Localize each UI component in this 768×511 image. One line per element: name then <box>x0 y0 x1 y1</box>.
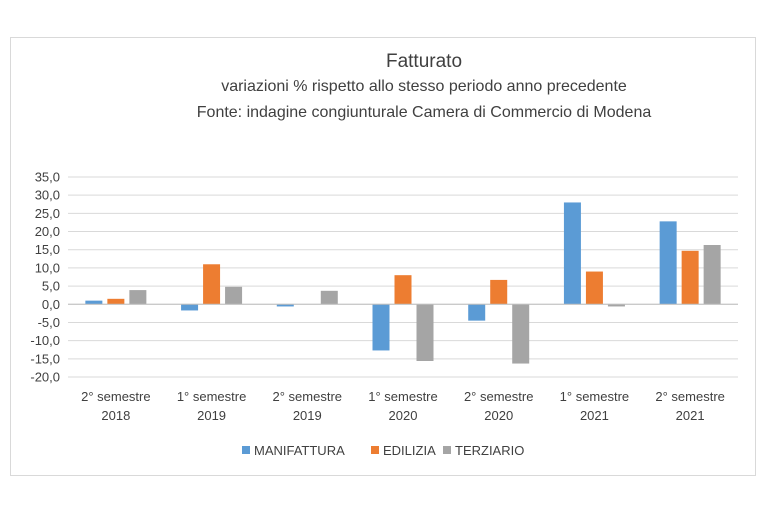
y-tick-label: 20,0 <box>35 224 60 239</box>
bar-terziario <box>607 304 625 307</box>
legend-label-edilizia: EDILIZIA <box>383 443 436 458</box>
bar-edilizia <box>203 264 221 305</box>
bar-manifattura <box>372 304 390 351</box>
y-tick-label: 10,0 <box>35 260 60 275</box>
y-tick-label: 15,0 <box>35 242 60 257</box>
x-category-label: 2019 <box>197 408 226 423</box>
x-category-label: 2° semestre <box>273 389 343 404</box>
x-category-label: 2° semestre <box>655 389 725 404</box>
x-category-label: 2019 <box>293 408 322 423</box>
y-tick-label: -10,0 <box>30 333 60 348</box>
legend-swatch-manifattura <box>242 446 250 454</box>
bar-manifattura <box>181 304 199 311</box>
bar-manifattura <box>468 304 486 321</box>
bars <box>85 202 721 364</box>
y-tick-label: 35,0 <box>35 170 60 185</box>
x-category-label: 2021 <box>580 408 609 423</box>
bar-manifattura <box>276 304 294 307</box>
legend-label-terziario: TERZIARIO <box>455 443 524 458</box>
bar-manifattura <box>563 202 581 305</box>
chart-subtitle-line-2: Fonte: indagine congiunturale Camera di … <box>197 104 652 121</box>
legend-swatch-edilizia <box>371 446 379 454</box>
y-tick-label: -15,0 <box>30 351 60 366</box>
x-category-label: 2020 <box>484 408 513 423</box>
bar-edilizia <box>107 298 125 305</box>
y-tick-label: -5,0 <box>38 315 60 330</box>
x-category-label: 2018 <box>101 408 130 423</box>
y-tick-label: 30,0 <box>35 188 60 203</box>
chart-title: Fatturato <box>386 51 462 72</box>
y-tick-label: 25,0 <box>35 206 60 221</box>
y-tick-label: 0,0 <box>42 297 60 312</box>
chart-frame <box>10 37 756 476</box>
x-category-label: 2021 <box>676 408 705 423</box>
bar-edilizia <box>681 250 699 305</box>
y-axis-tick-labels: 35,0 30,0 25,0 20,0 15,0 10,0 5,0 0,0 -5,0 -10,0 -… <box>30 170 60 385</box>
x-category-label: 2020 <box>389 408 418 423</box>
y-tick-label: 5,0 <box>42 279 60 294</box>
bar-terziario <box>129 290 147 305</box>
x-category-label: 2° semestre <box>81 389 151 404</box>
bar-edilizia <box>394 275 412 305</box>
chart-subtitle-line-1: variazioni % rispetto allo stesso period… <box>221 78 627 95</box>
gridlines <box>68 176 738 378</box>
bar-terziario <box>225 286 243 305</box>
bar-terziario <box>416 304 434 361</box>
x-category-label: 2° semestre <box>464 389 534 404</box>
y-tick-label: -20,0 <box>30 370 60 385</box>
x-axis-category-labels: 2° semestre 2018 1° semestre 2019 2° semestr… <box>81 389 725 423</box>
bar-edilizia <box>585 271 603 305</box>
bar-terziario <box>703 245 721 305</box>
legend: MANIFATTURA EDILIZIA TERZIARIO <box>242 443 524 458</box>
legend-swatch-terziario <box>443 446 451 454</box>
bar-manifattura <box>659 221 677 305</box>
bar-manifattura <box>85 300 103 305</box>
legend-label-manifattura: MANIFATTURA <box>254 443 345 458</box>
bar-terziario <box>320 290 338 305</box>
x-category-label: 1° semestre <box>177 389 247 404</box>
bar-edilizia <box>490 279 508 305</box>
bar-terziario <box>512 304 530 364</box>
x-category-label: 1° semestre <box>368 389 438 404</box>
x-category-label: 1° semestre <box>560 389 630 404</box>
